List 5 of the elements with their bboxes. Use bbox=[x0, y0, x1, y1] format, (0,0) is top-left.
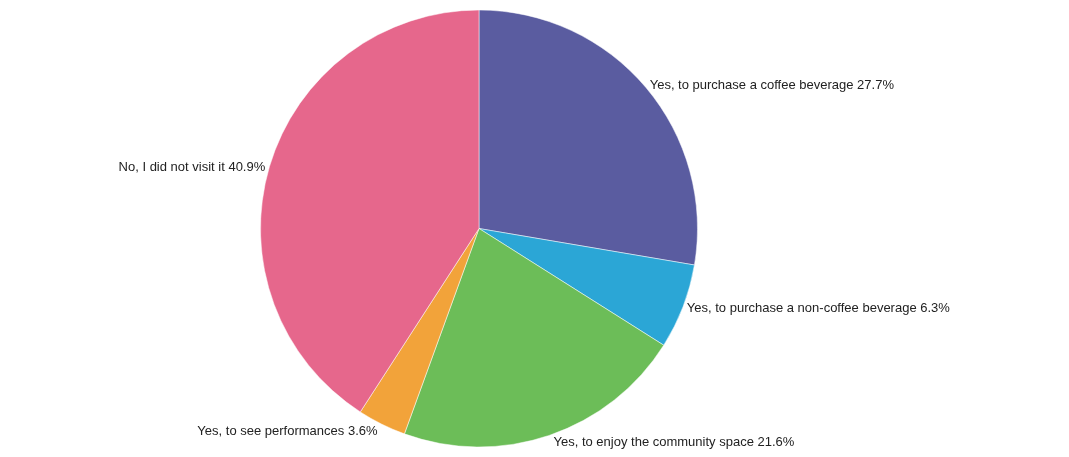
slice-label: Yes, to enjoy the community space 21.6% bbox=[553, 434, 795, 450]
slice-label: Yes, to purchase a non-coffee beverage 6.3% bbox=[686, 300, 951, 316]
slice-label: No, I did not visit it 40.9% bbox=[118, 158, 266, 174]
slice-label: Yes, to purchase a coffee beverage 27.7% bbox=[649, 76, 895, 92]
slice-label: Yes, to see performances 3.6% bbox=[197, 422, 378, 438]
